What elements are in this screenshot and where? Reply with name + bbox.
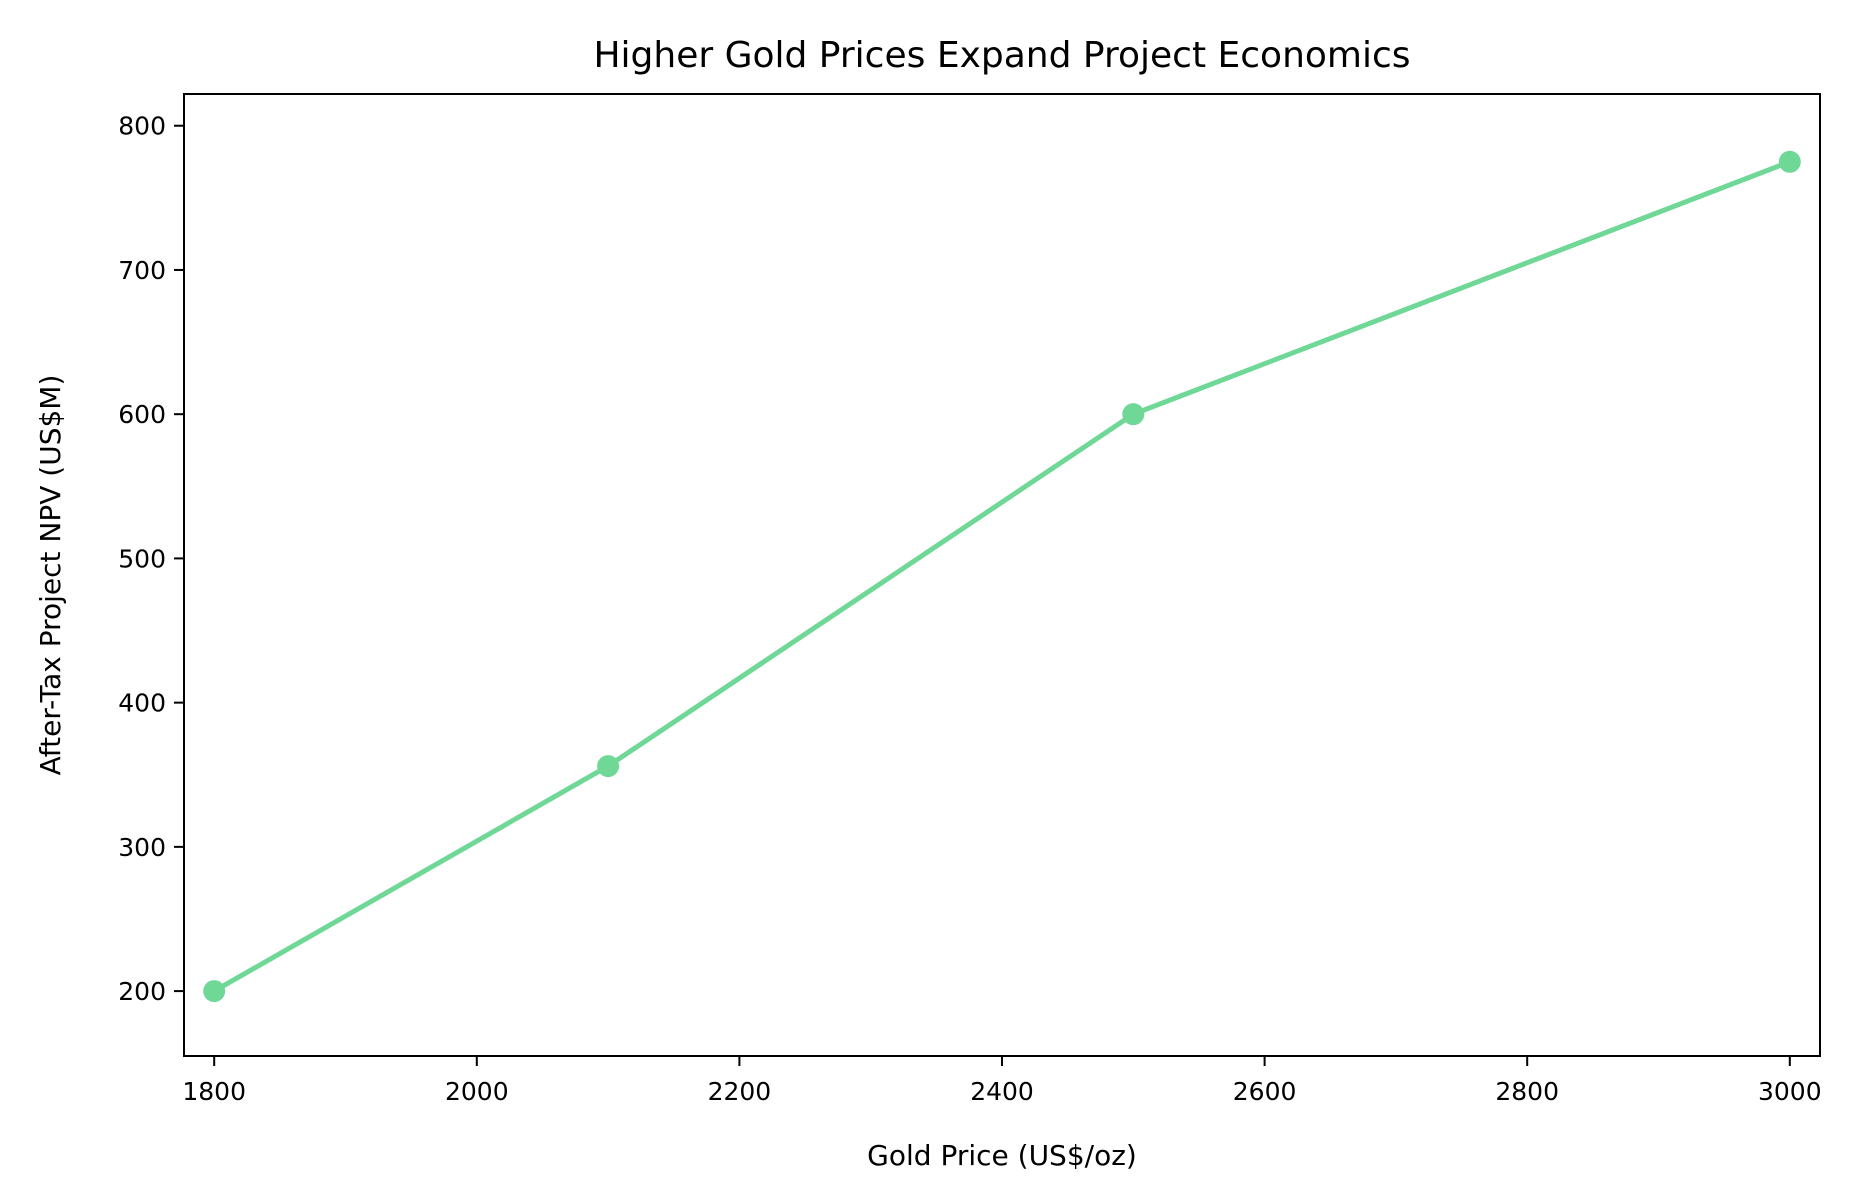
x-tick-label: 2200	[708, 1077, 772, 1106]
y-tick-label: 300	[118, 833, 166, 862]
x-axis-label: Gold Price (US$/oz)	[867, 1139, 1137, 1172]
y-tick-label: 800	[118, 112, 166, 141]
x-axis-ticks: 1800 2000 2200 2400 2600 2800 3000	[182, 1056, 1822, 1106]
y-axis-ticks: 200 300 400 500 600 700 800	[118, 112, 184, 1006]
data-point[interactable]	[597, 755, 620, 778]
y-tick-label: 400	[118, 689, 166, 718]
x-tick-label: 2600	[1233, 1077, 1297, 1106]
x-tick-label: 1800	[182, 1077, 246, 1106]
data-point[interactable]	[1778, 150, 1801, 173]
y-tick-label: 600	[118, 400, 166, 429]
series-layer	[203, 150, 1801, 1003]
x-tick-label: 2800	[1495, 1077, 1559, 1106]
x-tick-label: 2000	[445, 1077, 509, 1106]
data-point[interactable]	[1122, 403, 1145, 426]
x-tick-label: 2400	[970, 1077, 1034, 1106]
x-tick-label: 3000	[1758, 1077, 1822, 1106]
data-point[interactable]	[203, 980, 226, 1003]
y-tick-label: 500	[118, 544, 166, 573]
plot-area-frame	[183, 93, 1821, 1057]
chart-title: Higher Gold Prices Expand Project Econom…	[593, 35, 1410, 76]
y-tick-label: 200	[118, 977, 166, 1006]
series-line	[211, 159, 1793, 994]
y-tick-label: 700	[118, 256, 166, 285]
y-axis-label: After-Tax Project NPV (US$M)	[34, 375, 67, 776]
